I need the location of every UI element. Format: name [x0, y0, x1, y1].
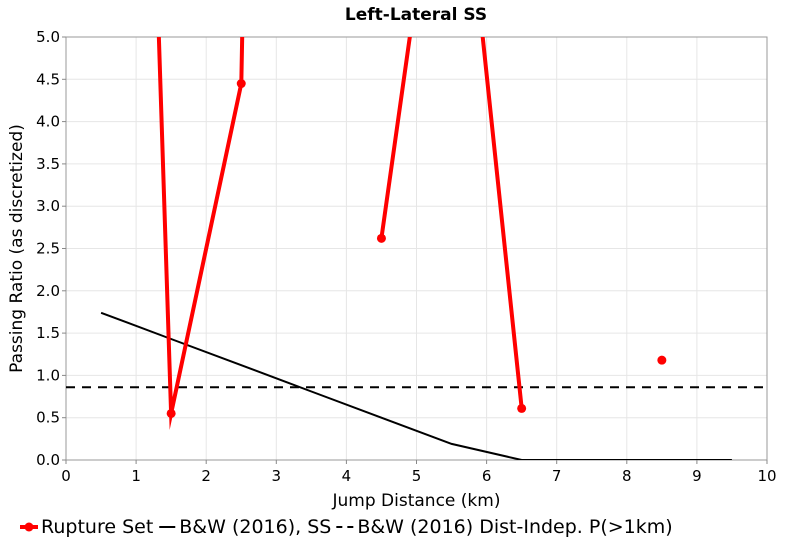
- x-tick-label: 10: [757, 467, 776, 485]
- y-axis-label: Passing Ratio (as discretized): [7, 124, 27, 373]
- y-tick-label: 2.5: [36, 240, 60, 258]
- legend-label: Rupture Set: [41, 516, 153, 538]
- y-tick-label: 2.0: [36, 282, 60, 300]
- x-tick-label: 6: [482, 467, 492, 485]
- x-tick-label: 9: [692, 467, 702, 485]
- y-tick-label: 1.0: [36, 366, 60, 384]
- rupture-set-point: [236, 79, 246, 89]
- y-tick-label: 0.5: [36, 409, 60, 427]
- x-axis: 0 1 2 3 4 5 6 7 8 9 10: [61, 460, 777, 485]
- y-tick-label: 3.0: [36, 197, 60, 215]
- x-tick-label: 5: [412, 467, 422, 485]
- y-tick-label: 4.5: [36, 70, 60, 88]
- legend-label: B&W (2016) Dist-Indep. P(>1km): [357, 516, 672, 538]
- x-tick-label: 0: [61, 467, 71, 485]
- series-layer: [66, 37, 767, 460]
- legend-label: B&W (2016), SS: [179, 516, 331, 538]
- y-axis: 0.0 0.5 1.0 1.5 2.0 2.5 3.0 3.5 4.0 4.5 5.0: [36, 28, 66, 469]
- chart-title: Left-Lateral SS: [345, 5, 487, 25]
- legend-marker-rupture-set: [24, 522, 34, 532]
- series-line-bw-ss: [100, 311, 732, 460]
- x-tick-label: 2: [201, 467, 211, 485]
- y-tick-label: 1.5: [36, 324, 60, 342]
- x-tick-label: 8: [622, 467, 632, 485]
- series-line-rupture-set: [379, 37, 524, 409]
- x-tick-label: 4: [342, 467, 352, 485]
- y-tick-label: 4.0: [36, 113, 60, 131]
- series-line-rupture-set: [156, 37, 245, 430]
- x-tick-label: 7: [552, 467, 562, 485]
- x-tick-label: 1: [131, 467, 141, 485]
- rupture-set-point: [166, 408, 176, 418]
- rupture-set-point: [376, 233, 386, 243]
- x-tick-label: 3: [272, 467, 282, 485]
- legend: Rupture Set B&W (2016), SS B&W (2016) Dist…: [20, 516, 673, 538]
- x-axis-label: Jump Distance (km): [332, 491, 501, 511]
- y-tick-label: 0.0: [36, 451, 60, 469]
- y-tick-label: 5.0: [36, 28, 60, 46]
- y-tick-label: 3.5: [36, 155, 60, 173]
- rupture-set-point: [517, 403, 527, 413]
- rupture-set-point: [657, 355, 667, 365]
